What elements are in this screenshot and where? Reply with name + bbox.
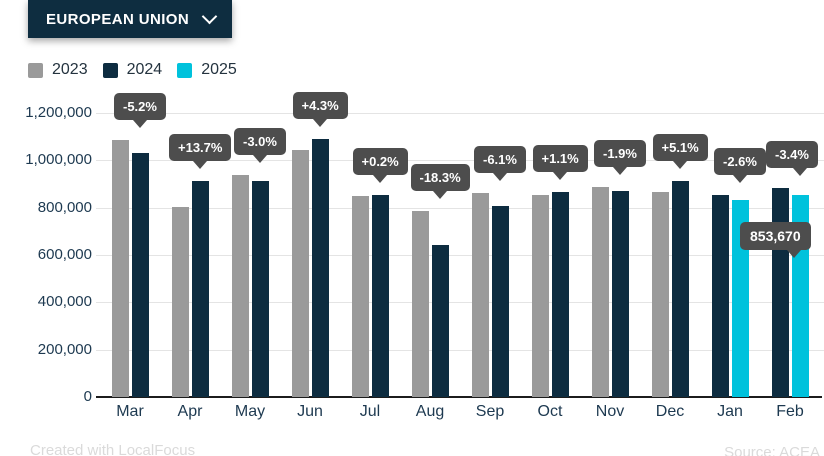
x-label-apr: Apr <box>177 403 203 420</box>
chart-legend: 2023 2024 2025 <box>28 61 237 79</box>
bar-2023-jul[interactable] <box>351 195 369 397</box>
tooltip-pointer <box>673 161 687 170</box>
tooltip-pointer <box>193 160 207 169</box>
x-label-jan: Jan <box>717 403 743 420</box>
tooltip-pointer <box>553 172 567 181</box>
pct-tooltip-apr: +13.7% <box>169 133 232 169</box>
legend-item-2023[interactable]: 2023 <box>28 61 88 79</box>
pct-tooltip-mar: -5.2% <box>114 92 166 128</box>
bar-2023-dec[interactable] <box>651 191 669 397</box>
source-attribution: Source: ACEA <box>724 444 820 456</box>
pct-tooltip-oct: +1.1% <box>532 145 588 181</box>
x-label-mar: Mar <box>116 403 144 420</box>
x-label-oct: Oct <box>537 403 563 420</box>
tooltip-pointer <box>433 190 447 199</box>
tooltip-pointer <box>793 167 807 176</box>
y-tick-label: 1,000,000 <box>25 151 92 169</box>
tooltip-pointer <box>133 119 147 128</box>
legend-swatch-2023 <box>28 62 43 78</box>
bar-2024-aug[interactable] <box>431 244 449 397</box>
bar-2024-apr[interactable] <box>191 180 209 397</box>
legend-swatch-2025 <box>177 62 193 78</box>
y-tick-label: 400,000 <box>37 293 92 311</box>
pct-tooltip-jun: +4.3% <box>292 92 348 128</box>
x-label-sep: Sep <box>475 403 505 420</box>
legend-label-2024: 2024 <box>126 61 163 78</box>
pct-tooltip-jan: -2.6% <box>714 148 766 184</box>
x-label-feb: Feb <box>776 403 804 420</box>
y-tick-label: 200,000 <box>37 340 92 358</box>
bar-2024-oct[interactable] <box>551 192 569 397</box>
bar-2023-apr[interactable] <box>171 206 189 397</box>
bar-2023-aug[interactable] <box>411 210 429 397</box>
x-label-aug: Aug <box>415 403 445 420</box>
x-label-dec: Dec <box>655 403 685 420</box>
tooltip-pointer <box>493 173 507 182</box>
tooltip-pointer <box>313 119 327 128</box>
legend-label-2023: 2023 <box>52 61 88 78</box>
bar-2023-mar[interactable] <box>111 139 129 397</box>
gridline <box>96 160 824 162</box>
gridline <box>96 349 824 351</box>
bar-2024-dec[interactable] <box>671 181 689 397</box>
tooltip-pointer <box>733 175 747 184</box>
legend-label-2025: 2025 <box>201 61 237 78</box>
x-label-jul: Jul <box>359 403 381 420</box>
gridline <box>96 113 824 114</box>
tooltip-pointer <box>373 175 387 184</box>
legend-swatch-2024 <box>102 62 118 78</box>
legend-item-2024[interactable]: 2024 <box>102 61 163 79</box>
bar-2024-sep[interactable] <box>491 205 509 397</box>
legend-item-2025[interactable]: 2025 <box>177 61 237 79</box>
tooltip-pointer <box>613 167 627 176</box>
x-axis-line <box>96 396 822 398</box>
value-tooltip: 853,670 <box>740 221 811 258</box>
pct-tooltip-nov: -1.9% <box>594 140 646 176</box>
gridline <box>96 302 824 304</box>
region-selector-dropdown[interactable]: EUROPEAN UNION <box>28 0 233 38</box>
x-label-may: May <box>234 403 266 420</box>
y-tick-label: 0 <box>83 388 92 405</box>
pct-tooltip-may: -3.0% <box>234 127 286 163</box>
bar-2024-mar[interactable] <box>131 152 149 397</box>
tooltip-pointer <box>787 249 801 258</box>
pct-tooltip-sep: -6.1% <box>474 146 526 182</box>
localfocus-credit-link[interactable]: Created with LocalFocus <box>30 442 196 456</box>
y-tick-label: 1,200,000 <box>25 104 92 121</box>
y-tick-label: 800,000 <box>37 198 92 216</box>
pct-tooltip-feb: -3.4% <box>766 140 818 176</box>
x-label-jun: Jun <box>297 403 323 420</box>
pct-tooltip-dec: +5.1% <box>652 134 708 170</box>
x-label-nov: Nov <box>595 403 625 420</box>
bar-2024-jun[interactable] <box>311 139 329 397</box>
bar-2024-feb[interactable] <box>771 187 789 397</box>
bar-2024-jan[interactable] <box>711 195 729 397</box>
gridline <box>96 255 824 256</box>
bar-2024-jul[interactable] <box>371 195 389 397</box>
pct-tooltip-jul: +0.2% <box>352 148 408 184</box>
bar-2024-may[interactable] <box>251 181 269 397</box>
region-selector-label: EUROPEAN UNION <box>46 10 190 28</box>
bar-2023-nov[interactable] <box>591 187 609 397</box>
bar-2024-nov[interactable] <box>611 191 629 397</box>
gridline <box>96 207 824 209</box>
bar-2023-jun[interactable] <box>291 149 309 397</box>
pct-tooltip-aug: -18.3% <box>410 163 470 199</box>
tooltip-pointer <box>253 154 267 163</box>
bar-2023-oct[interactable] <box>531 194 549 397</box>
y-tick-label: 600,000 <box>37 246 92 263</box>
bar-2023-may[interactable] <box>231 174 249 397</box>
bar-2023-sep[interactable] <box>471 193 489 397</box>
